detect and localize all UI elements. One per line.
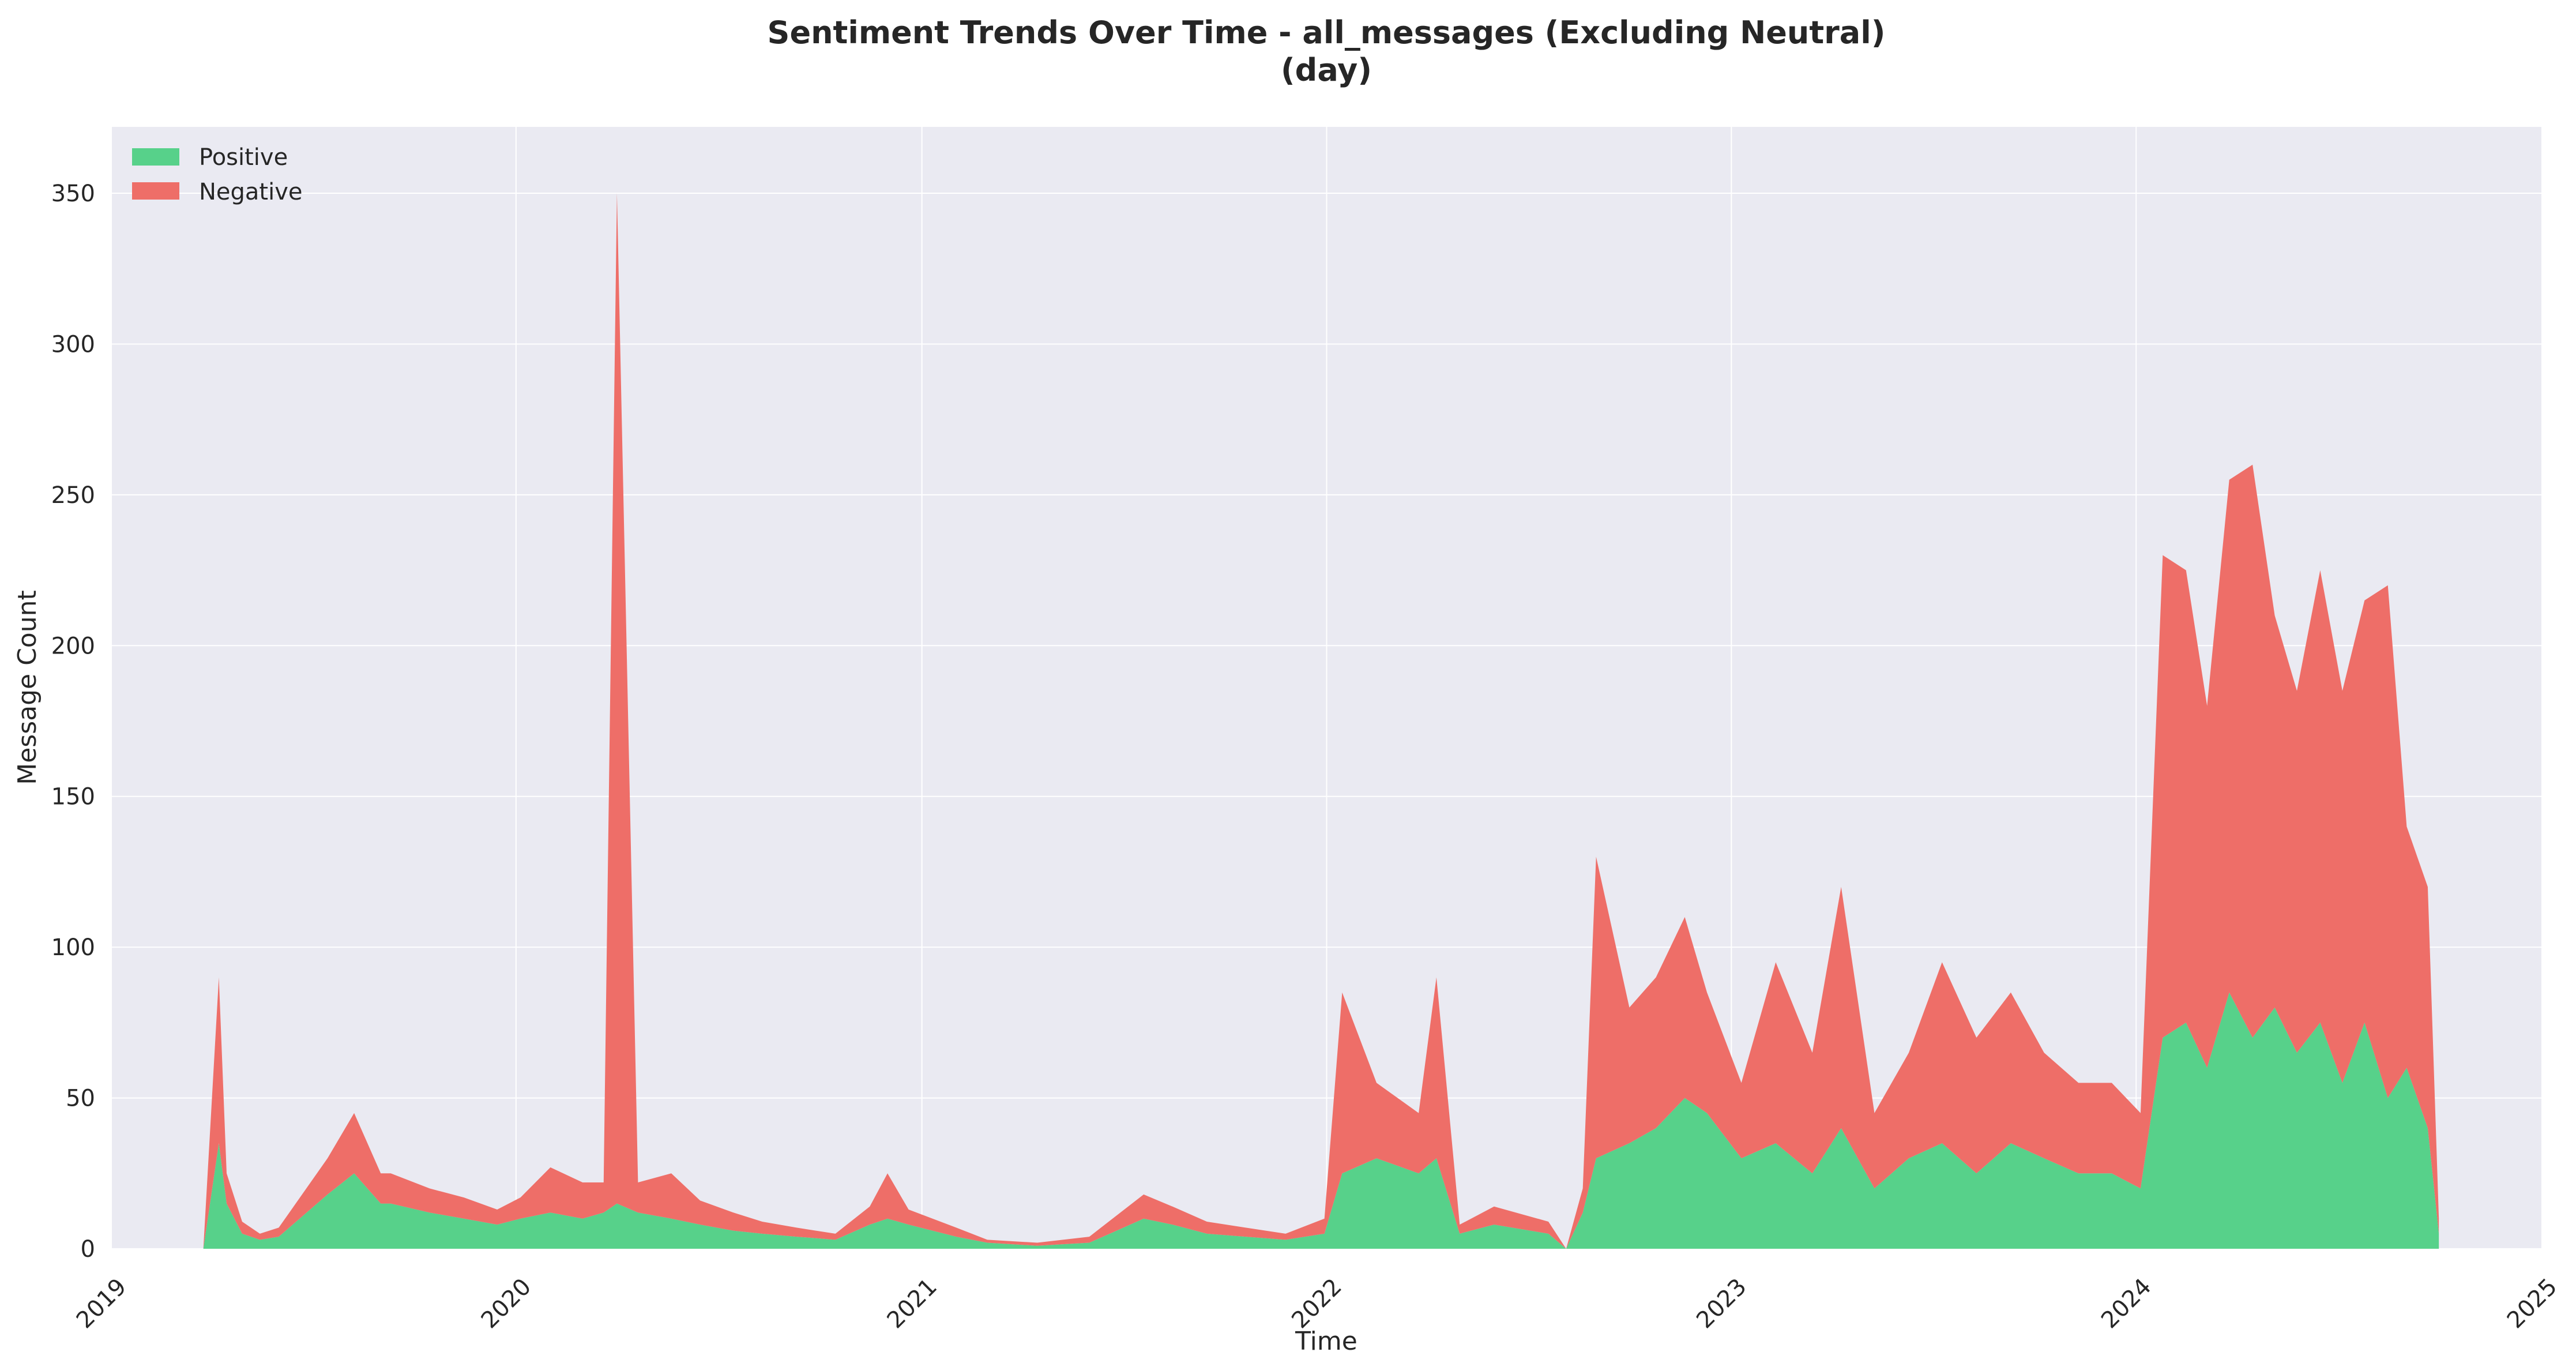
y-tick-label: 250 xyxy=(51,482,95,509)
x-tick-label: 2022 xyxy=(1287,1274,1347,1334)
x-tick-labels: 2019 2020 2021 2022 2023 2024 2025 xyxy=(72,1274,2563,1334)
legend-label-positive: Positive xyxy=(199,144,288,171)
x-tick-label: 2023 xyxy=(1691,1274,1752,1334)
chart-title: Sentiment Trends Over Time - all_message… xyxy=(768,14,1886,51)
y-tick-label: 350 xyxy=(51,181,95,207)
y-axis-label: Message Count xyxy=(13,590,42,785)
y-tick-label: 100 xyxy=(51,934,95,961)
y-tick-labels: 0 50 100 150 200 250 300 350 xyxy=(51,181,95,1263)
x-tick-label: 2019 xyxy=(72,1274,132,1334)
y-tick-label: 50 xyxy=(66,1086,95,1112)
y-tick-label: 200 xyxy=(51,633,95,659)
x-tick-label: 2024 xyxy=(2096,1274,2157,1334)
x-tick-label: 2025 xyxy=(2502,1274,2563,1334)
y-tick-label: 0 xyxy=(81,1236,95,1263)
y-tick-label: 150 xyxy=(51,784,95,810)
y-tick-label: 300 xyxy=(51,331,95,358)
legend-label-negative: Negative xyxy=(199,179,303,205)
x-tick-label: 2020 xyxy=(476,1274,537,1334)
legend: Positive Negative xyxy=(132,144,303,205)
x-tick-label: 2021 xyxy=(882,1274,942,1334)
chart-subtitle: (day) xyxy=(1281,52,1372,88)
x-axis-label: Time xyxy=(1295,1327,1357,1356)
x-gridlines xyxy=(111,127,2543,1249)
legend-swatch-negative xyxy=(132,182,179,200)
positive-area xyxy=(203,992,2439,1249)
legend-swatch-positive xyxy=(132,148,179,166)
